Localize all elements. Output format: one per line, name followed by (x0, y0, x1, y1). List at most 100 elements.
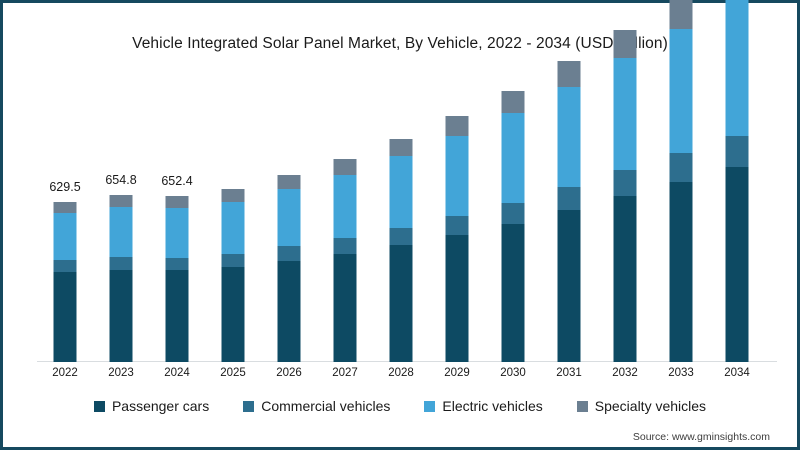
bar-segment[interactable] (221, 188, 245, 202)
bar-segment[interactable] (501, 223, 525, 362)
stacked-bar[interactable] (669, 0, 693, 362)
bar-segment[interactable] (613, 170, 637, 196)
bar-segment[interactable] (53, 201, 77, 214)
legend-item[interactable]: Commercial vehicles (243, 398, 390, 414)
bar-group (485, 91, 541, 362)
stacked-bar[interactable] (501, 91, 525, 362)
bar-segment[interactable] (445, 136, 469, 216)
bar-group (373, 92, 429, 362)
stacked-bar[interactable] (109, 195, 133, 362)
legend-label: Passenger cars (111, 398, 210, 414)
stacked-bar[interactable] (333, 159, 357, 362)
bar-group (709, 0, 765, 362)
legend-swatch-icon (576, 400, 588, 412)
bar-segment[interactable] (165, 195, 189, 208)
bar-group: 654.8 (93, 92, 149, 362)
stacked-bar[interactable] (725, 0, 749, 362)
bar-segment[interactable] (445, 215, 469, 235)
bar-segment[interactable] (277, 188, 301, 247)
legend-item[interactable]: Electric vehicles (424, 398, 543, 414)
legend-label: Commercial vehicles (261, 398, 391, 414)
stacked-bar[interactable] (389, 138, 413, 362)
bar-segment[interactable] (53, 260, 77, 273)
stacked-bar[interactable] (53, 201, 77, 362)
x-tick-label: 2025 (220, 367, 246, 379)
x-tick-label: 2029 (444, 367, 470, 379)
bar-segment[interactable] (669, 0, 693, 29)
bar-segment[interactable] (389, 156, 413, 228)
chart-legend: Passenger cars Commercial vehicles Electri… (7, 398, 793, 414)
x-tick-label: 2030 (500, 367, 526, 379)
bar-segment[interactable] (557, 86, 581, 188)
bar-segment[interactable] (221, 254, 245, 268)
bar-segment[interactable] (501, 202, 525, 224)
plot-area: 629.5 654.8 652.4 (37, 0, 777, 362)
stacked-bar[interactable] (445, 116, 469, 362)
bar-segment[interactable] (221, 201, 245, 255)
bar-segment[interactable] (333, 174, 357, 239)
x-tick-label: 2022 (52, 367, 78, 379)
source-attribution: Source: www.gminsights.com (632, 431, 770, 443)
bar-segment[interactable] (669, 153, 693, 182)
bar-segment[interactable] (53, 213, 77, 261)
bar-segment[interactable] (277, 260, 301, 362)
bar-segment[interactable] (165, 257, 189, 271)
bar-value-label: 654.8 (105, 173, 137, 188)
bar-group (317, 92, 373, 362)
bar-segment[interactable] (109, 207, 133, 258)
bar-segment[interactable] (669, 28, 693, 154)
x-tick-label: 2028 (388, 367, 414, 379)
bar-segment[interactable] (445, 234, 469, 362)
bar-segment[interactable] (669, 181, 693, 362)
bar-group (429, 92, 485, 362)
bar-segment[interactable] (613, 195, 637, 362)
bar-segment[interactable] (501, 113, 525, 203)
bar-segment[interactable] (501, 91, 525, 114)
bar-group (653, 0, 709, 362)
legend-swatch-icon (243, 400, 255, 412)
bar-segment[interactable] (389, 227, 413, 245)
bar-segment[interactable] (221, 267, 245, 362)
bar-segment[interactable] (557, 61, 581, 87)
x-tick-label: 2027 (332, 367, 358, 379)
bar-segment[interactable] (333, 159, 357, 175)
bar-value-label: 629.5 (49, 179, 81, 194)
bar-segment[interactable] (109, 195, 133, 208)
stacked-bar[interactable] (277, 174, 301, 362)
bar-segment[interactable] (109, 269, 133, 362)
bar-segment[interactable] (165, 207, 189, 258)
stacked-bar[interactable] (165, 195, 189, 362)
bar-group (597, 29, 653, 362)
legend-item[interactable]: Passenger cars (93, 398, 210, 414)
bar-segment[interactable] (277, 246, 301, 261)
x-tick-label: 2023 (108, 367, 134, 379)
bar-segment[interactable] (445, 116, 469, 137)
bar-group (261, 92, 317, 362)
bar-segment[interactable] (389, 244, 413, 362)
bar-segment[interactable] (725, 166, 749, 362)
bar-segment[interactable] (613, 29, 637, 58)
stacked-bar[interactable] (557, 61, 581, 362)
bar-segment[interactable] (109, 257, 133, 270)
bar-segment[interactable] (165, 270, 189, 362)
legend-item[interactable]: Specialty vehicles (576, 398, 706, 414)
x-tick-label: 2024 (164, 367, 190, 379)
bar-group (541, 61, 597, 362)
bar-segment[interactable] (333, 253, 357, 362)
bar-segment[interactable] (389, 138, 413, 157)
bar-segment[interactable] (725, 135, 749, 167)
stacked-bar[interactable] (221, 188, 245, 362)
bar-segment[interactable] (557, 210, 581, 362)
bar-segment[interactable] (725, 0, 749, 136)
bar-segment[interactable] (53, 272, 77, 362)
legend-swatch-icon (424, 400, 436, 412)
bar-segment[interactable] (277, 174, 301, 189)
bar-segment[interactable] (613, 57, 637, 171)
bar-segment[interactable] (333, 238, 357, 254)
stacked-bar[interactable] (613, 29, 637, 362)
x-axis-tick-labels: 2022 2023 2024 2025 2026 2027 2028 2029 2030 2031… (37, 367, 777, 387)
bar-segment[interactable] (557, 187, 581, 211)
x-tick-label: 2033 (668, 367, 694, 379)
legend-label: Electric vehicles (442, 398, 543, 414)
